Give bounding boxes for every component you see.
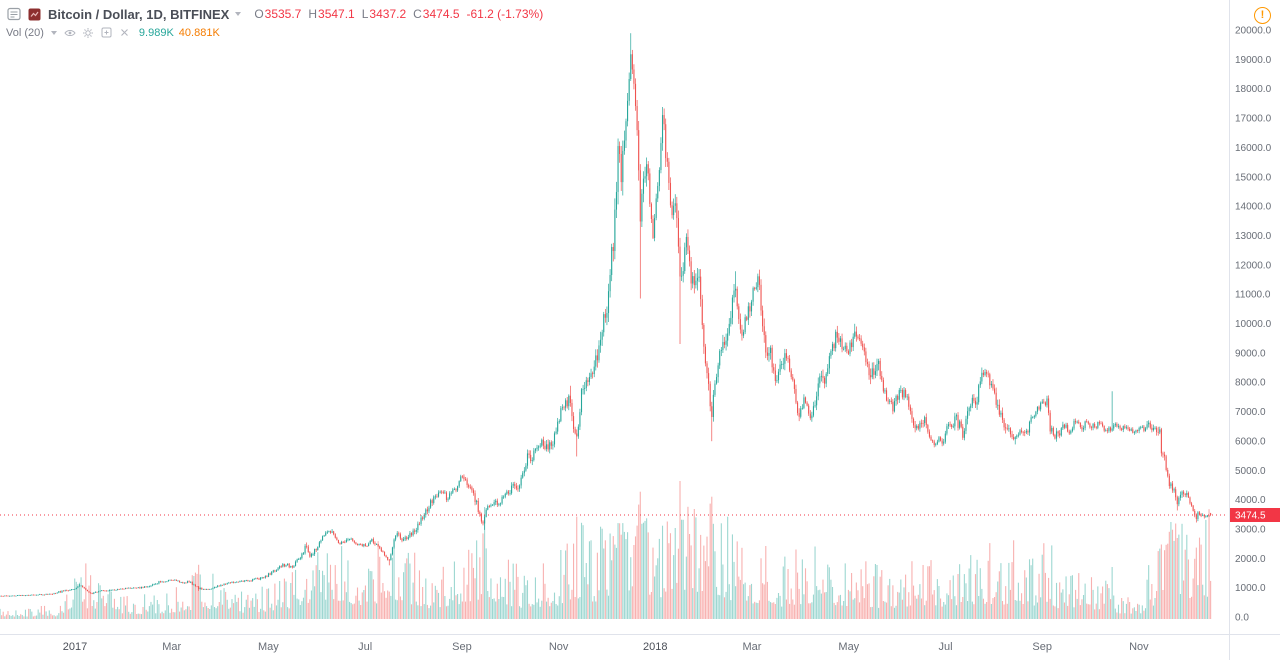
svg-text:3474.5: 3474.5 <box>1235 511 1266 522</box>
svg-text:Sep: Sep <box>452 641 472 653</box>
low-value: 3437.2 <box>369 7 407 21</box>
symbol-title[interactable]: Bitcoin / Dollar, 1D, BITFINEX <box>48 6 230 22</box>
svg-text:19000.0: 19000.0 <box>1235 55 1272 66</box>
price-axis[interactable]: 0.0 1000.0 2000.0 3000.0 4000.0 5000.0 6000.0 7… <box>1235 26 1272 624</box>
close-icon[interactable] <box>118 26 131 39</box>
svg-text:4000.0: 4000.0 <box>1235 495 1266 506</box>
svg-text:20000.0: 20000.0 <box>1235 26 1272 37</box>
svg-text:Nov: Nov <box>549 641 569 653</box>
symbol-row: Bitcoin / Dollar, 1D, BITFINEX O 3535.7 H… <box>6 5 543 23</box>
volume-series <box>0 481 1212 619</box>
svg-text:14000.0: 14000.0 <box>1235 202 1272 213</box>
open-readout: O 3535.7 <box>254 7 301 21</box>
svg-text:Sep: Sep <box>1032 641 1052 653</box>
last-price-tag: 3474.5 <box>1230 508 1280 522</box>
svg-text:17000.0: 17000.0 <box>1235 114 1272 125</box>
svg-text:Mar: Mar <box>743 641 762 653</box>
panel-menu-icon[interactable] <box>6 6 22 22</box>
svg-text:May: May <box>258 641 279 653</box>
open-label: O <box>254 7 264 21</box>
svg-text:May: May <box>838 641 859 653</box>
close-value: 3474.5 <box>422 7 460 21</box>
indicator-label[interactable]: Vol (20) <box>6 26 44 39</box>
open-value: 3535.7 <box>264 7 302 21</box>
high-readout: H 3547.1 <box>308 7 354 21</box>
svg-text:Jul: Jul <box>358 641 372 653</box>
high-label: H <box>308 7 318 21</box>
legend: Bitcoin / Dollar, 1D, BITFINEX O 3535.7 H… <box>6 5 543 40</box>
svg-text:13000.0: 13000.0 <box>1235 231 1272 242</box>
indicator-row: Vol (20) 9.989K 40.881K <box>6 25 543 40</box>
svg-text:18000.0: 18000.0 <box>1235 84 1272 95</box>
svg-text:2017: 2017 <box>63 641 87 653</box>
svg-text:16000.0: 16000.0 <box>1235 143 1272 154</box>
svg-text:11000.0: 11000.0 <box>1235 290 1271 301</box>
svg-text:1000.0: 1000.0 <box>1235 583 1266 594</box>
indicator-value: 40.881K <box>178 26 220 39</box>
svg-text:10000.0: 10000.0 <box>1235 319 1272 330</box>
svg-text:8000.0: 8000.0 <box>1235 378 1266 389</box>
svg-text:2018: 2018 <box>643 641 667 653</box>
high-value: 3547.1 <box>318 7 355 21</box>
svg-text:Mar: Mar <box>162 641 181 653</box>
eye-icon[interactable] <box>64 26 77 39</box>
chevron-down-icon[interactable] <box>50 30 57 35</box>
settings-icon[interactable] <box>82 26 95 39</box>
chevron-down-icon[interactable] <box>235 12 242 16</box>
svg-text:12000.0: 12000.0 <box>1235 260 1272 271</box>
svg-text:Jul: Jul <box>938 641 952 653</box>
symbol-logo-icon <box>26 6 42 22</box>
svg-text:15000.0: 15000.0 <box>1235 172 1272 183</box>
svg-text:9000.0: 9000.0 <box>1235 348 1266 359</box>
candle-series <box>0 33 1212 597</box>
add-icon[interactable] <box>100 26 113 39</box>
svg-text:5000.0: 5000.0 <box>1235 466 1266 477</box>
close-label: C <box>413 7 422 21</box>
svg-text:2000.0: 2000.0 <box>1235 554 1266 565</box>
svg-text:Nov: Nov <box>1129 641 1149 653</box>
ohlc-readout: O 3535.7 H 3547.1 L 3437.2 C 3474.5 -61.2 (-… <box>254 7 543 21</box>
low-readout: L 3437.2 <box>362 7 406 21</box>
alert-icon[interactable]: ! <box>1254 7 1271 24</box>
svg-text:3000.0: 3000.0 <box>1235 525 1266 536</box>
change-value: -61.2 (-1.73%) <box>466 7 544 21</box>
indicator-ma-value: 9.989K <box>138 26 174 39</box>
svg-text:7000.0: 7000.0 <box>1235 407 1266 418</box>
low-label: L <box>361 7 369 21</box>
time-axis[interactable]: 2017 Mar May Jul Sep Nov 2018 Mar May Jul Sep Nov <box>63 641 1149 653</box>
svg-text:6000.0: 6000.0 <box>1235 436 1266 447</box>
svg-text:0.0: 0.0 <box>1235 613 1249 624</box>
close-readout: C 3474.5 <box>413 7 459 21</box>
